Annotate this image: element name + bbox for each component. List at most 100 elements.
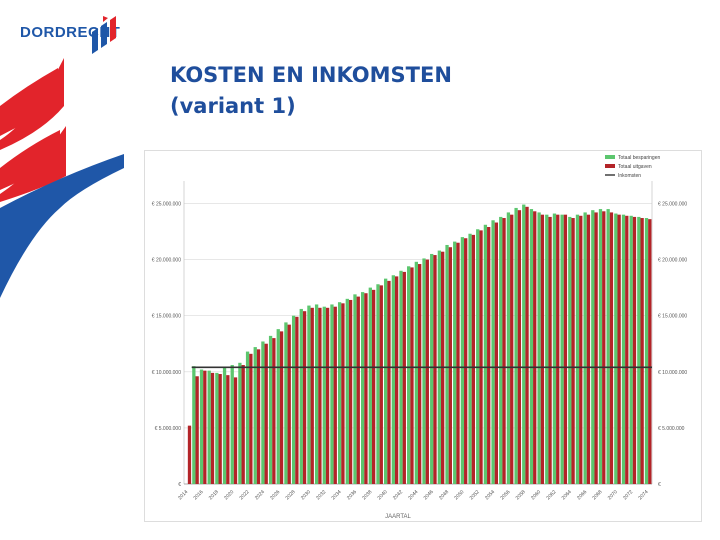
x-tick-label: 2068 [591, 489, 603, 501]
bar-totaal-uitgaven [609, 212, 614, 484]
bar-totaal-uitgaven [494, 222, 499, 484]
y-right-tick-label: € 20.000.000 [658, 258, 687, 264]
bar-totaal-besparingen [299, 308, 303, 484]
bar-totaal-besparingen [399, 270, 403, 484]
bar-totaal-uitgaven [333, 306, 337, 484]
bar-totaal-uitgaven [325, 307, 330, 484]
bar-totaal-besparingen [261, 341, 265, 484]
bar-totaal-besparingen [529, 209, 534, 485]
x-tick-label: 2026 [269, 489, 281, 501]
slide-title: KOSTEN EN INKOMSTEN (variant 1) [170, 60, 452, 122]
y-left-tick-label: € [178, 482, 181, 488]
bar-totaal-besparingen [215, 372, 219, 484]
title-line-2: (variant 1) [170, 94, 296, 118]
bar-totaal-uitgaven [218, 374, 222, 484]
y-right-tick-label: € 25.000.000 [658, 201, 687, 207]
bar-totaal-besparingen [637, 216, 641, 484]
bar-totaal-uitgaven [517, 210, 522, 484]
bar-totaal-besparingen [238, 362, 242, 484]
bar-totaal-besparingen [353, 294, 357, 484]
bar-totaal-besparingen [192, 366, 196, 484]
bar-totaal-uitgaven [310, 307, 314, 484]
bar-totaal-besparingen [314, 304, 319, 484]
brand-wave-graphic [0, 58, 124, 298]
x-tick-label: 2056 [499, 489, 511, 501]
bar-totaal-uitgaven [502, 218, 506, 484]
bar-totaal-besparingen [376, 284, 380, 484]
x-tick-label: 2052 [469, 489, 481, 501]
x-tick-label: 2046 [423, 489, 435, 501]
bar-totaal-besparingen [307, 305, 311, 484]
x-tick-label: 2042 [392, 489, 404, 501]
bar-totaal-besparingen [276, 329, 280, 484]
bar-totaal-uitgaven [640, 218, 644, 484]
bar-totaal-besparingen [245, 351, 250, 484]
bar-totaal-besparingen [583, 212, 587, 484]
bar-totaal-uitgaven [540, 214, 545, 484]
bar-totaal-uitgaven [203, 370, 207, 484]
bar-totaal-uitgaven [187, 425, 192, 484]
x-tick-label: 2044 [407, 489, 419, 501]
x-tick-label: 2030 [300, 489, 312, 501]
bar-totaal-uitgaven [195, 376, 199, 484]
bar-totaal-uitgaven [510, 214, 514, 484]
legend-swatch [605, 155, 615, 159]
bar-totaal-besparingen [560, 214, 564, 484]
bar-totaal-uitgaven [371, 289, 376, 484]
y-right-tick-label: € 5.000.000 [658, 426, 685, 432]
bar-totaal-uitgaven [364, 293, 368, 484]
bar-totaal-uitgaven [348, 299, 353, 484]
bar-totaal-besparingen [222, 367, 227, 484]
x-tick-label: 2050 [453, 489, 465, 501]
bar-totaal-besparingen [199, 369, 204, 484]
bar-totaal-uitgaven [487, 227, 491, 484]
bar-totaal-uitgaven [233, 377, 238, 484]
bar-totaal-besparingen [453, 241, 457, 484]
y-right-tick-label: € 10.000.000 [658, 370, 687, 376]
x-tick-label: 2048 [438, 489, 450, 501]
legend-swatch [605, 164, 615, 168]
bar-totaal-besparingen [322, 306, 326, 484]
bar-totaal-besparingen [598, 209, 603, 485]
bar-totaal-uitgaven [249, 353, 253, 484]
bar-totaal-besparingen [591, 210, 595, 484]
bar-totaal-uitgaven [586, 214, 591, 484]
legend-label: Inkomsten [618, 173, 641, 179]
bar-totaal-besparingen [337, 302, 342, 484]
bar-totaal-uitgaven [279, 331, 284, 484]
x-tick-label: 2022 [239, 489, 251, 501]
bar-totaal-besparingen [614, 213, 618, 485]
bar-totaal-besparingen [644, 218, 649, 484]
x-tick-label: 2038 [361, 489, 373, 501]
bar-totaal-uitgaven [241, 365, 245, 484]
bar-totaal-uitgaven [448, 247, 452, 484]
x-tick-label: 2060 [530, 489, 542, 501]
bar-totaal-uitgaven [226, 375, 230, 484]
bar-totaal-uitgaven [648, 219, 652, 484]
y-left-tick-label: € 20.000.000 [152, 258, 181, 264]
chart-canvas: € € 5.000.000 € 10.000.000 € 15.000.000 € 20… [152, 155, 687, 520]
bar-totaal-uitgaven [471, 234, 476, 484]
bar-totaal-uitgaven [410, 267, 414, 484]
legend-label: Totaal uitgaven [618, 164, 652, 170]
bar-totaal-besparingen [407, 266, 411, 484]
bar-totaal-besparingen [384, 278, 388, 484]
y-left-tick-label: € 10.000.000 [152, 370, 181, 376]
bar-totaal-besparingen [537, 212, 541, 484]
bar-totaal-besparingen [284, 322, 288, 484]
x-tick-label: 2028 [285, 489, 297, 501]
x-tick-label: 2074 [637, 489, 649, 501]
bar-totaal-besparingen [330, 304, 334, 484]
bar-totaal-uitgaven [479, 230, 483, 484]
bar-totaal-uitgaven [387, 280, 391, 484]
bar-totaal-uitgaven [394, 276, 399, 484]
bar-totaal-uitgaven [272, 338, 276, 484]
bar-totaal-besparingen [445, 244, 449, 484]
bar-totaal-uitgaven [425, 259, 429, 484]
bar-totaal-besparingen [568, 216, 572, 484]
bar-totaal-besparingen [430, 253, 434, 484]
bar-totaal-uitgaven [402, 271, 406, 484]
bar-totaal-uitgaven [556, 214, 560, 484]
x-tick-label: 2058 [515, 489, 527, 501]
bar-totaal-besparingen [230, 365, 234, 484]
